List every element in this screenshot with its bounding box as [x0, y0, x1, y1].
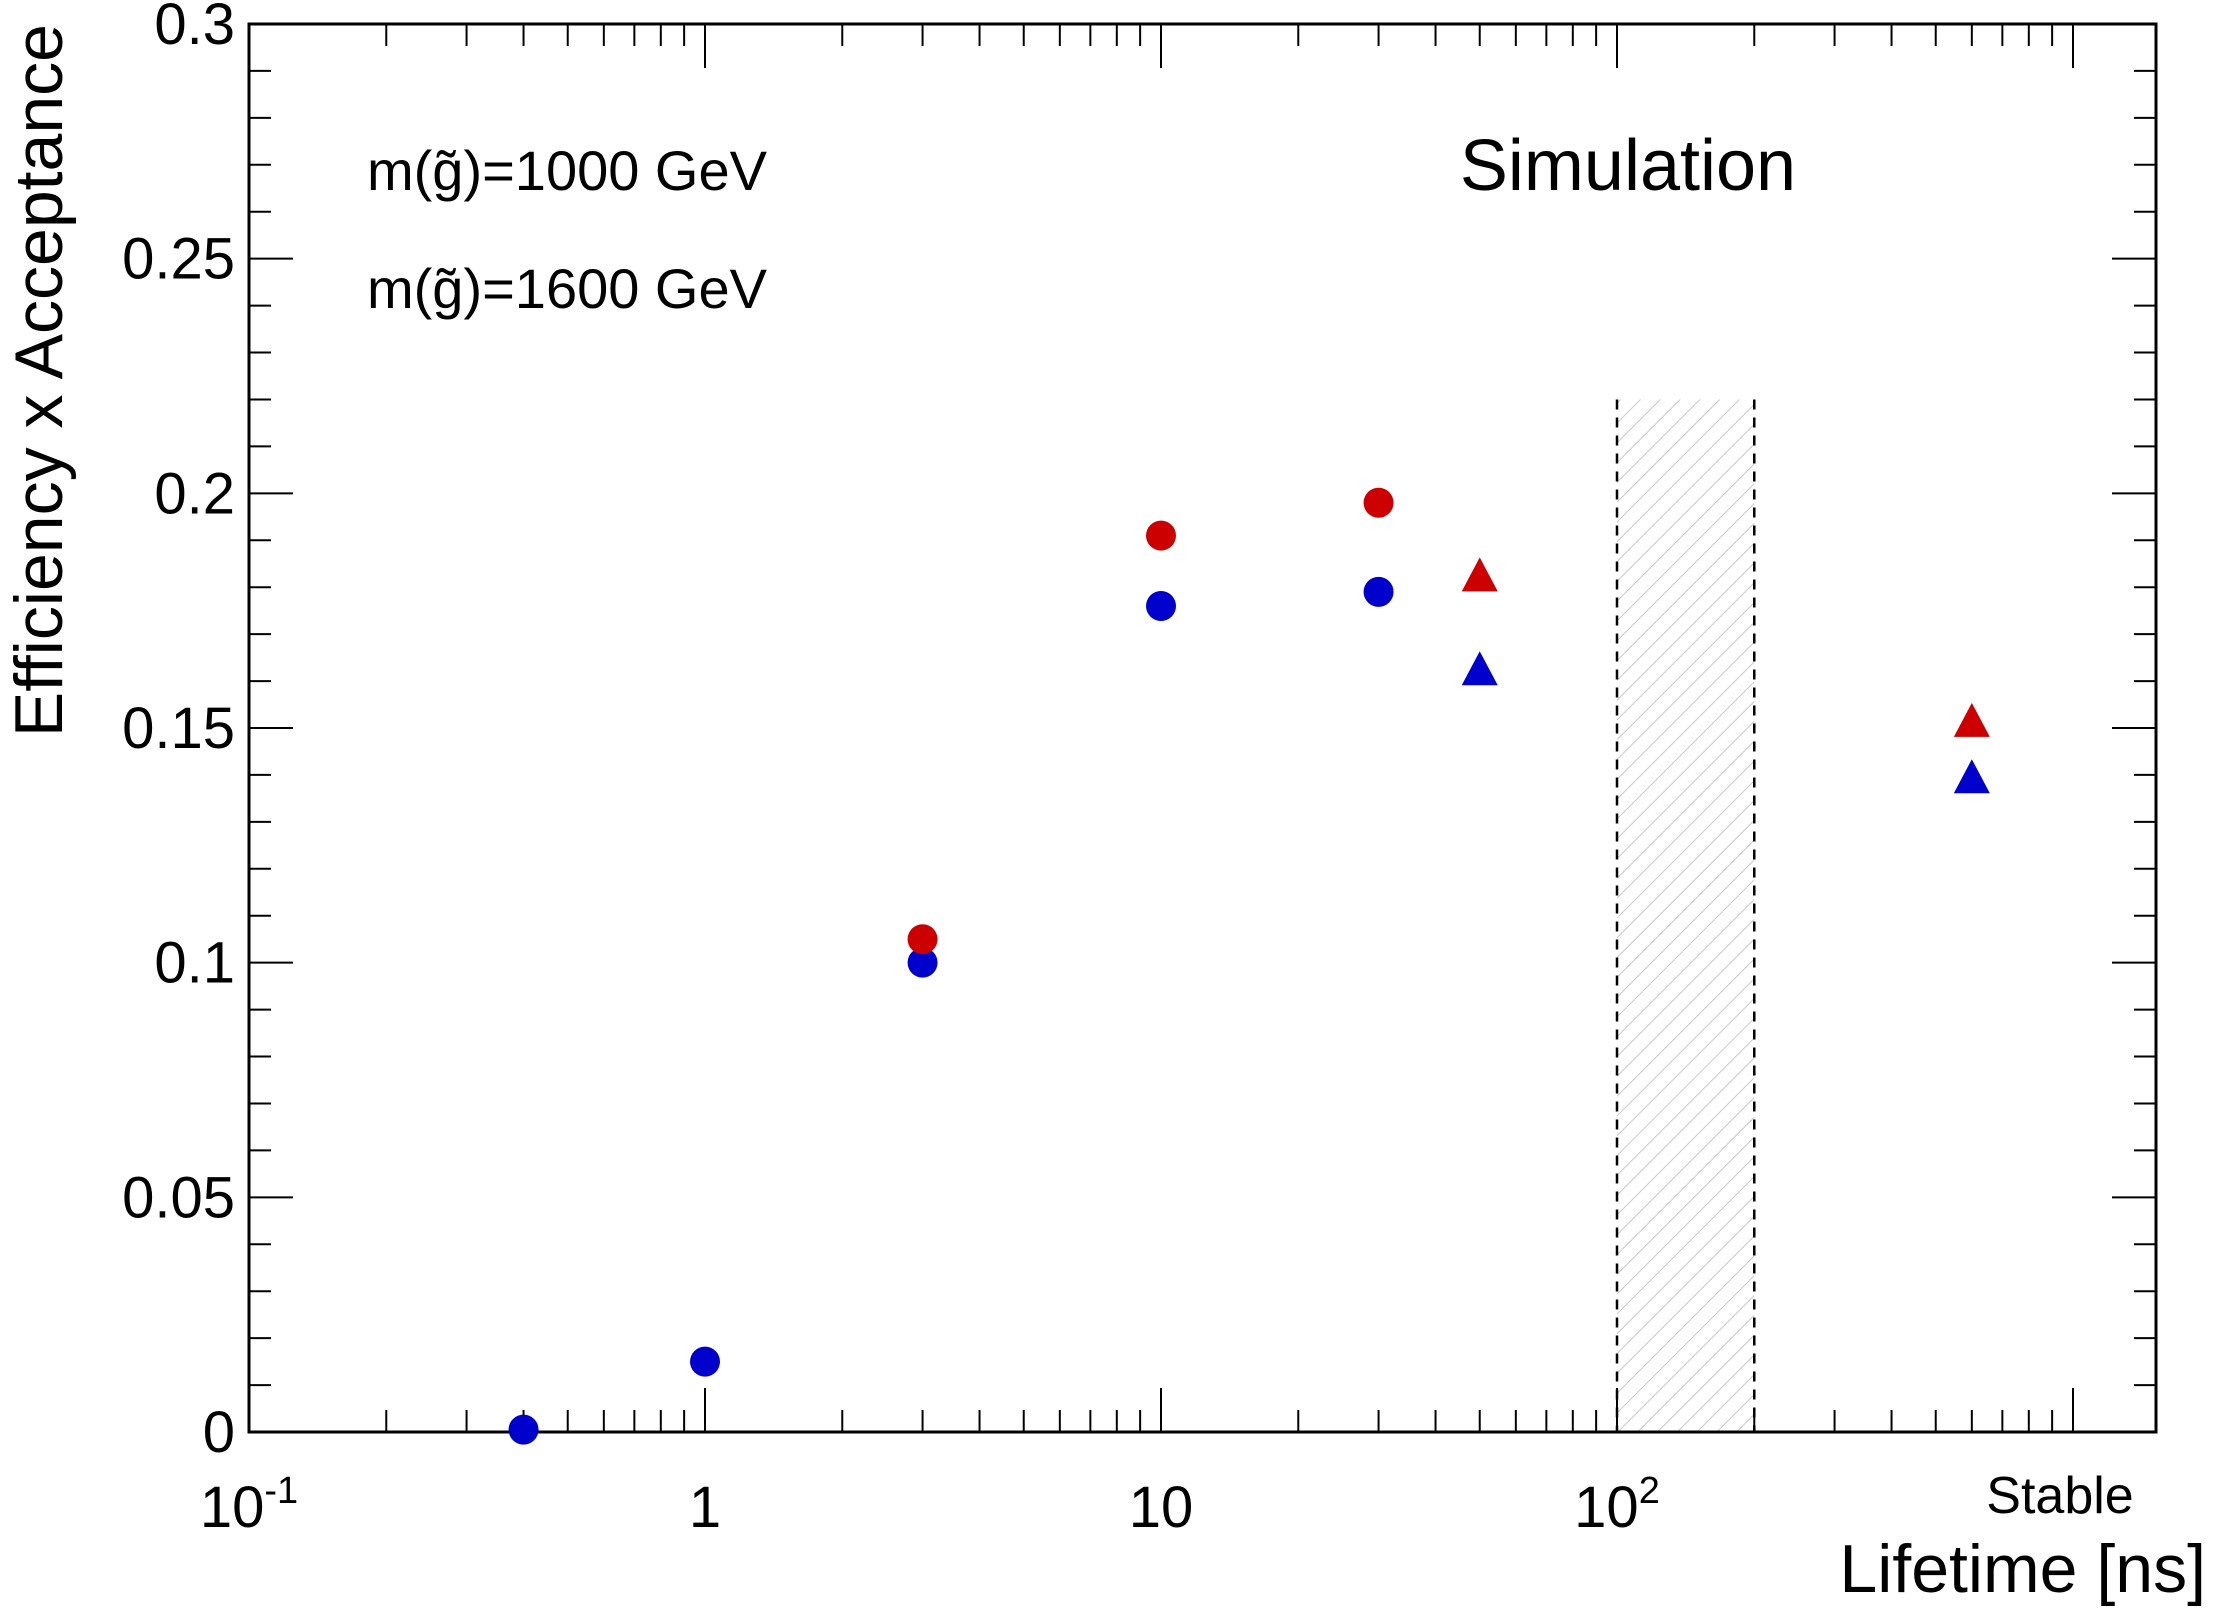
y-tick-label: 0.3 — [154, 0, 235, 57]
data-point-circle-series-0 — [690, 1346, 720, 1377]
data-point-circle-series-0 — [1363, 576, 1394, 607]
x-tick-label: 10-1 — [200, 1470, 298, 1540]
legend-entry-1600gev: m(g̃)=1600 GeV — [367, 257, 768, 320]
data-point-circle-series-1 — [1146, 520, 1176, 551]
y-tick-label: 0.05 — [122, 1165, 235, 1230]
data-point-triangle-series-1 — [1461, 557, 1498, 592]
plot-frame — [247, 22, 2158, 1434]
y-tick-label: 0.1 — [154, 931, 235, 996]
x-tick-label: 10 — [1129, 1475, 1194, 1540]
tick-label-layer: 0 0.05 0.1 0.15 0.2 0.25 0.3 10-1 1 10 102 — [122, 0, 1660, 1540]
x-tick-label: 1 — [689, 1475, 721, 1540]
data-point-triangle-series-1 — [1953, 702, 1990, 737]
marker-layer — [508, 487, 1990, 1445]
excluded-band-layer — [1615, 399, 1756, 1432]
y-tick-label: 0.25 — [122, 227, 235, 292]
data-point-circle-series-1 — [1363, 487, 1394, 518]
data-point-triangle-series-0 — [1461, 651, 1498, 686]
data-point-circle-series-0 — [1146, 590, 1176, 621]
x-tick-label-stable: Stable — [1986, 1467, 2133, 1525]
data-point-circle-series-1 — [907, 924, 938, 955]
y-tick-label: 0.15 — [122, 696, 235, 761]
excluded-band — [1617, 399, 1755, 1432]
y-tick-label: 0 — [203, 1400, 235, 1465]
y-tick-label: 0.2 — [154, 461, 235, 526]
x-tick-label: 102 — [1574, 1470, 1660, 1540]
simulation-label: Simulation — [1460, 126, 1796, 206]
data-point-circle-series-0 — [907, 947, 938, 978]
y-axis-label: Efficiency x Acceptance — [1, 24, 77, 737]
tick-layer — [249, 23, 2156, 1433]
data-point-triangle-series-0 — [1953, 759, 1990, 794]
legend-entry-1000gev: m(g̃)=1000 GeV — [367, 139, 768, 202]
data-point-circle-series-0 — [508, 1414, 539, 1445]
x-axis-label: Lifetime [ns] — [1839, 1531, 2206, 1607]
